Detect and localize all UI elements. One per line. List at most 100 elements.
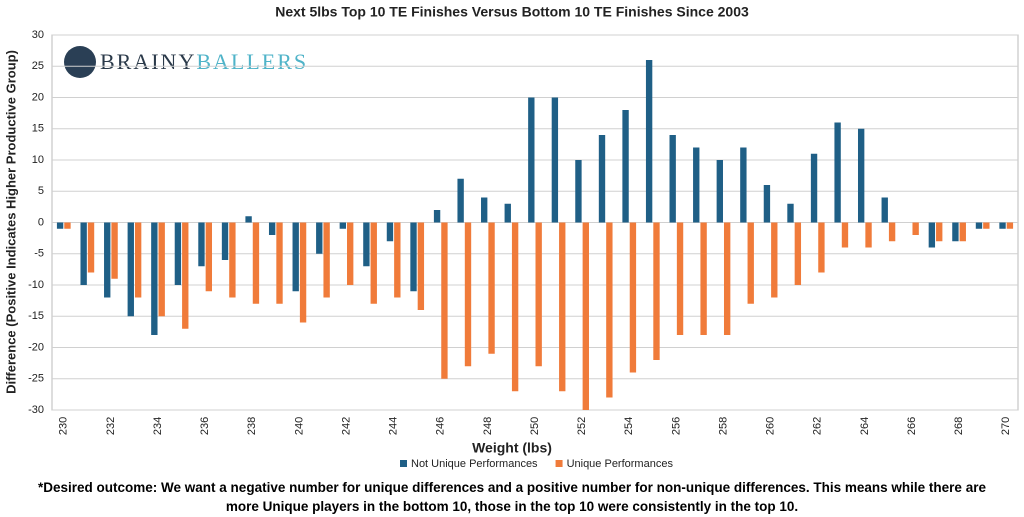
bar bbox=[841, 222, 849, 248]
bar bbox=[80, 222, 87, 285]
bar bbox=[794, 222, 802, 285]
legend-swatch bbox=[555, 460, 563, 467]
bar bbox=[653, 222, 660, 360]
x-tick-label: 236 bbox=[199, 417, 211, 435]
x-tick-label: 268 bbox=[953, 417, 965, 435]
bar bbox=[818, 222, 825, 273]
bar bbox=[370, 222, 377, 304]
x-tick-label: 232 bbox=[105, 417, 117, 435]
bar bbox=[857, 128, 865, 223]
y-tick-label: -5 bbox=[34, 248, 44, 260]
bar bbox=[928, 222, 936, 248]
bar bbox=[645, 60, 653, 223]
logo-part: BRAINY bbox=[100, 49, 196, 74]
bar bbox=[881, 197, 888, 223]
bar bbox=[936, 222, 943, 242]
x-tick-label: 266 bbox=[906, 417, 918, 435]
y-tick-label: -25 bbox=[28, 373, 44, 385]
x-tick-label: 260 bbox=[765, 417, 777, 435]
x-tick-label: 234 bbox=[152, 417, 164, 435]
bar bbox=[323, 222, 330, 298]
bar bbox=[488, 222, 495, 354]
bar bbox=[716, 160, 723, 223]
logo-part: BALLERS bbox=[196, 49, 308, 74]
bar bbox=[511, 222, 519, 392]
x-tick-label: 240 bbox=[293, 417, 305, 435]
bar bbox=[386, 222, 394, 242]
bar bbox=[999, 222, 1006, 229]
y-tick-label: -10 bbox=[28, 279, 44, 291]
bar bbox=[952, 222, 959, 242]
logo-icon bbox=[64, 46, 96, 78]
bar bbox=[56, 222, 64, 229]
legend-label: Unique Performances bbox=[567, 458, 674, 470]
chart-title: Next 5lbs Top 10 TE Finishes Versus Bott… bbox=[275, 4, 749, 20]
bar bbox=[528, 97, 535, 223]
bar bbox=[104, 222, 111, 298]
bar bbox=[276, 222, 283, 304]
x-tick-label: 258 bbox=[717, 417, 729, 435]
bar bbox=[221, 222, 229, 260]
bar bbox=[535, 222, 542, 367]
bar bbox=[174, 222, 182, 285]
bar bbox=[771, 222, 778, 298]
y-axis-title: Difference (Positive Indicates Higher Pr… bbox=[3, 50, 18, 394]
bar bbox=[252, 222, 260, 304]
x-tick-label: 264 bbox=[859, 417, 871, 435]
x-tick-label: 230 bbox=[58, 417, 70, 435]
logo: BRAINYBALLERS bbox=[64, 46, 308, 78]
bar bbox=[912, 222, 919, 235]
bar bbox=[959, 222, 966, 242]
bar bbox=[229, 222, 236, 298]
bar bbox=[158, 222, 165, 317]
x-tick-label: 246 bbox=[435, 417, 447, 435]
x-tick-label: 254 bbox=[623, 417, 635, 435]
bar bbox=[464, 222, 472, 367]
bar bbox=[316, 222, 323, 254]
bar bbox=[64, 222, 71, 229]
bar bbox=[975, 222, 983, 229]
bar bbox=[441, 222, 448, 379]
x-tick-label: 242 bbox=[340, 417, 352, 435]
bar bbox=[347, 222, 354, 285]
bar bbox=[182, 222, 189, 329]
bar bbox=[693, 147, 700, 223]
bar bbox=[810, 153, 818, 223]
bar bbox=[292, 222, 299, 292]
bar bbox=[151, 222, 158, 335]
bar bbox=[410, 222, 417, 292]
y-tick-label: 30 bbox=[32, 29, 44, 41]
chart: Next 5lbs Top 10 TE Finishes Versus Bott… bbox=[3, 4, 1019, 470]
bar bbox=[417, 222, 425, 310]
bar bbox=[763, 185, 771, 223]
y-tick-label: -20 bbox=[28, 341, 44, 353]
x-tick-label: 252 bbox=[576, 417, 588, 435]
y-tick-label: -30 bbox=[28, 404, 44, 416]
x-tick-label: 238 bbox=[246, 417, 258, 435]
y-tick-label: 20 bbox=[32, 91, 44, 103]
bar bbox=[127, 222, 134, 317]
footnote: *Desired outcome: We want a negative num… bbox=[38, 480, 986, 514]
x-tick-label: 262 bbox=[812, 417, 824, 435]
bar bbox=[299, 222, 307, 323]
y-tick-label: 0 bbox=[38, 216, 44, 228]
x-tick-label: 248 bbox=[482, 417, 494, 435]
bar bbox=[676, 222, 684, 335]
bar bbox=[433, 210, 441, 223]
bar bbox=[87, 222, 95, 273]
bar bbox=[111, 222, 118, 279]
bar bbox=[723, 222, 731, 335]
x-tick-label: 250 bbox=[529, 417, 541, 435]
y-tick-label: 25 bbox=[32, 60, 44, 72]
bar bbox=[622, 110, 629, 223]
bar bbox=[669, 135, 676, 223]
logo-text: BRAINYBALLERS bbox=[100, 49, 308, 74]
bar bbox=[559, 222, 566, 392]
bar bbox=[363, 222, 370, 267]
bar bbox=[834, 122, 841, 223]
bar bbox=[606, 222, 613, 398]
bar bbox=[245, 216, 252, 223]
bar bbox=[747, 222, 754, 304]
bar bbox=[198, 222, 205, 267]
legend-label: Not Unique Performances bbox=[411, 458, 538, 470]
